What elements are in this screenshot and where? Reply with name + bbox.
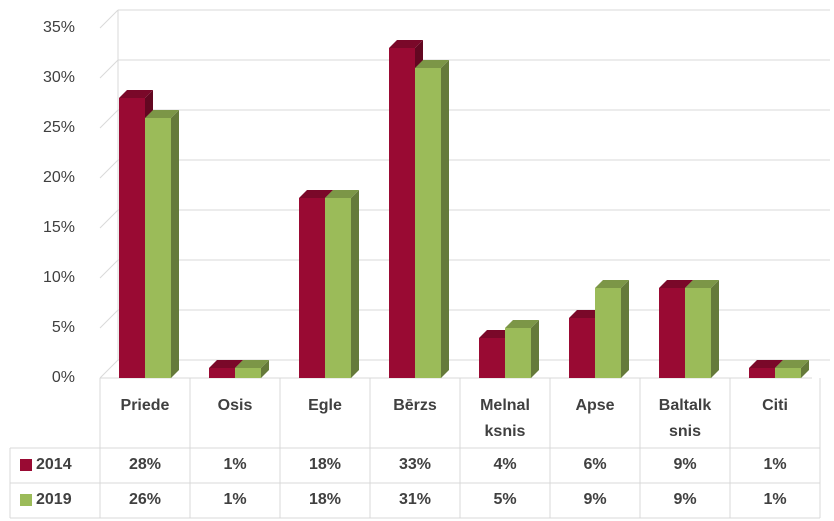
bar-top: [145, 110, 179, 118]
bar-side: [711, 280, 719, 378]
bar: [505, 328, 531, 378]
bar: [415, 68, 441, 378]
bar-side: [531, 320, 539, 378]
legend-swatch: [20, 494, 32, 506]
legend-label: 2014: [36, 456, 72, 473]
bar-side: [621, 280, 629, 378]
table-value: 18%: [308, 491, 342, 508]
bar-top: [749, 360, 783, 368]
grid-line-depth: [99, 259, 119, 279]
bar: [145, 118, 171, 378]
grid-line-depth: [99, 359, 119, 379]
bar: [749, 368, 775, 378]
bar-top: [569, 310, 603, 318]
table-value: 1%: [763, 456, 787, 473]
bar: [479, 338, 505, 378]
category-label: Egle: [308, 397, 342, 414]
category-label: Priede: [120, 397, 170, 414]
table-value: 9%: [673, 456, 697, 473]
table-value: 1%: [223, 491, 247, 508]
bar: [389, 48, 415, 378]
category-label: Melnalksnis: [480, 397, 530, 440]
bar-top: [415, 60, 449, 68]
table-value: 26%: [128, 491, 162, 508]
bar: [569, 318, 595, 378]
table-value: 28%: [128, 456, 162, 473]
legend-label: 2019: [36, 491, 72, 508]
bar-top: [595, 280, 629, 288]
table-value: 4%: [493, 456, 517, 473]
y-tick-label: 15%: [43, 219, 75, 236]
bar: [119, 98, 145, 378]
table-value: 5%: [493, 491, 517, 508]
bar-top: [659, 280, 693, 288]
y-tick-label: 10%: [43, 269, 75, 286]
table-value: 9%: [673, 491, 697, 508]
table-value: 1%: [223, 456, 247, 473]
bar-side: [441, 60, 449, 378]
bar-side: [801, 360, 809, 378]
table-value: 18%: [308, 456, 342, 473]
bar-top: [685, 280, 719, 288]
table-value: 1%: [763, 491, 787, 508]
bar: [775, 368, 801, 378]
grid-line-depth: [99, 209, 119, 229]
category-label: Bērzs: [393, 397, 437, 414]
bar-side: [261, 360, 269, 378]
bar: [235, 368, 261, 378]
bar: [325, 198, 351, 378]
bar-top: [389, 40, 423, 48]
y-tick-label: 35%: [43, 19, 75, 36]
table-value: 9%: [583, 491, 607, 508]
bar-side: [171, 110, 179, 378]
table-value: 33%: [398, 456, 432, 473]
bar-top: [775, 360, 809, 368]
grid-line-depth: [99, 9, 119, 29]
category-label: Citi: [762, 397, 788, 414]
grid-line-depth: [99, 159, 119, 179]
bar: [659, 288, 685, 378]
y-tick-label: 30%: [43, 69, 75, 86]
y-tick-label: 20%: [43, 169, 75, 186]
grid-line-depth: [99, 59, 119, 79]
bar: [685, 288, 711, 378]
bar-top: [479, 330, 513, 338]
y-tick-label: 25%: [43, 119, 75, 136]
y-tick-label: 0%: [52, 369, 75, 386]
table-value: 6%: [583, 456, 607, 473]
bar-top: [299, 190, 333, 198]
category-label: Osis: [217, 397, 253, 414]
bar-top: [325, 190, 359, 198]
bar-top: [119, 90, 153, 98]
grid-line-depth: [99, 109, 119, 129]
y-tick-label: 5%: [52, 319, 75, 336]
bar: [595, 288, 621, 378]
bar-side: [351, 190, 359, 378]
legend-swatch: [20, 459, 32, 471]
bar-top: [209, 360, 243, 368]
category-label: Baltalksnis: [658, 397, 712, 440]
bar-top: [235, 360, 269, 368]
bar: [209, 368, 235, 378]
bar: [299, 198, 325, 378]
category-label: Apse: [575, 397, 615, 414]
grid-line-depth: [99, 309, 119, 329]
table-value: 31%: [398, 491, 432, 508]
bar-top: [505, 320, 539, 328]
